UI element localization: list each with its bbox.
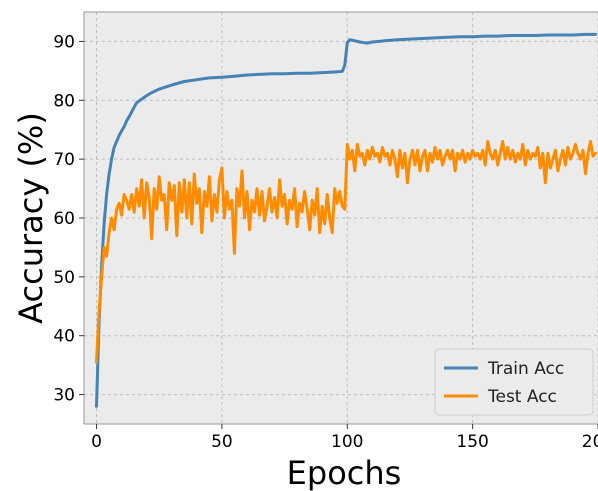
- x-tick-label: 150: [456, 432, 488, 452]
- tick-layer: 30 40 50 60 70 80 90 0 50 100 150 200: [53, 32, 598, 452]
- y-tick-label: 30: [53, 386, 75, 406]
- y-tick-label: 80: [53, 91, 75, 111]
- x-tick-label: 0: [91, 432, 102, 452]
- x-tick-label: 100: [331, 432, 363, 452]
- y-tick-label: 70: [53, 150, 75, 170]
- series-line-test-acc: [95, 140, 597, 364]
- series-line-train-acc: [95, 32, 597, 408]
- legend-label-train: Train Acc: [487, 359, 564, 379]
- y-tick-label: 90: [53, 32, 75, 52]
- x-axis-title: Epochs: [287, 454, 402, 491]
- x-tick-label: 200: [582, 432, 598, 452]
- y-axis-title: Accuracy (%): [12, 112, 50, 324]
- legend-label-test: Test Acc: [487, 387, 557, 407]
- legend-box: [434, 348, 594, 416]
- y-tick-label: 40: [53, 327, 75, 347]
- grid-layer: [84, 12, 598, 424]
- y-tick-label: 50: [53, 268, 75, 288]
- legend: Train Acc Test Acc: [434, 348, 594, 416]
- y-tick-label: 60: [53, 209, 75, 229]
- series-layer: [95, 32, 597, 408]
- x-tick-label: 50: [211, 432, 233, 452]
